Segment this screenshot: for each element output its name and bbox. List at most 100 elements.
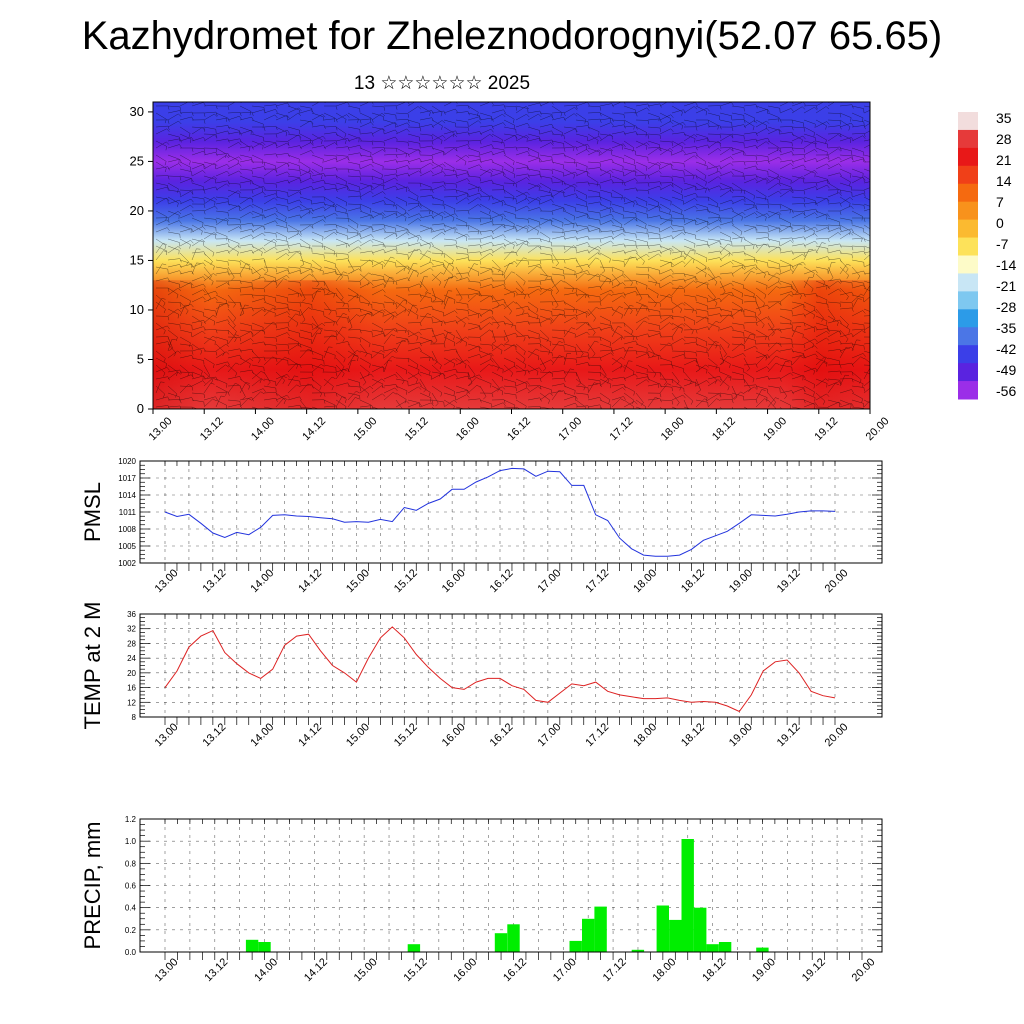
colorbar-label: -49 <box>996 362 1016 378</box>
x-tick-label: 17.00 <box>551 956 579 984</box>
heatmap-x-tick-label: 14.00 <box>249 415 277 443</box>
x-tick-label: 16.12 <box>488 721 516 749</box>
pmsl-line <box>164 467 836 557</box>
x-tick-label: 13.12 <box>200 567 228 595</box>
heatmap-y-tick-label: 5 <box>137 351 144 366</box>
x-tick-label: 19.12 <box>800 956 828 984</box>
heatmap-x-tick-label: 18.00 <box>659 415 687 443</box>
x-tick-label: 19.00 <box>750 956 778 984</box>
heatmap-x-tick-label: 19.12 <box>812 415 840 443</box>
heatmap-x-tick-label: 16.00 <box>454 415 482 443</box>
x-tick-label: 14.00 <box>248 567 276 595</box>
y-tick-label: 0.8 <box>125 859 137 868</box>
heatmap-x-tick-label: 17.00 <box>556 415 584 443</box>
colorbar-label: 7 <box>996 194 1004 210</box>
precip-bar <box>694 907 707 952</box>
colorbar-label: 35 <box>996 110 1012 126</box>
y-tick-label: 20 <box>127 669 136 678</box>
heatmap-y-tick-label: 0 <box>137 401 144 416</box>
precip-bar <box>756 947 769 952</box>
x-tick-label: 13.12 <box>200 721 228 749</box>
colorbar-label: -56 <box>996 383 1016 399</box>
heatmap-y-tick-label: 30 <box>130 104 144 119</box>
y-tick-label: 1.2 <box>125 815 137 824</box>
heatmap-y-tick-label: 10 <box>130 302 144 317</box>
y-tick-label: 16 <box>127 684 136 693</box>
chart-title: Kazhydromet for Zheleznodorognyi(52.07 6… <box>81 14 943 58</box>
chart-subtitle: 13 ☆☆☆☆☆☆ 2025 <box>353 73 531 94</box>
colorbar-swatch <box>958 201 978 221</box>
x-tick-label: 13.00 <box>153 956 181 984</box>
panel-frame <box>139 613 883 718</box>
precip-bar <box>656 905 669 952</box>
x-tick-label: 18.00 <box>631 567 659 595</box>
x-tick-label: 13.00 <box>153 567 181 595</box>
pmsl-panel: 1002 1005 1008 1011 1014 1017 1020 13.00 13.12 14… <box>80 457 883 595</box>
x-tick-label: 15.00 <box>344 567 372 595</box>
heatmap-x-tick-label: 16.12 <box>505 415 533 443</box>
panel-frame <box>139 818 883 953</box>
y-tick-label: 24 <box>127 654 136 663</box>
heatmap-x-tick-label: 18.12 <box>710 415 738 443</box>
x-tick-label: 14.12 <box>296 721 324 749</box>
precip-bar <box>681 839 694 952</box>
colorbar-swatch <box>958 147 978 167</box>
precip-bar <box>258 942 271 952</box>
colorbar-swatch <box>958 219 978 239</box>
wind-barbs <box>155 102 870 409</box>
precip-bar <box>631 949 645 952</box>
x-tick-label: 17.00 <box>535 567 563 595</box>
colorbar-swatch <box>958 255 978 274</box>
x-tick-label: 19.12 <box>775 721 803 749</box>
precip-bar <box>407 944 421 952</box>
colorbar-label: 14 <box>996 173 1012 189</box>
x-tick-label: 15.00 <box>352 956 380 984</box>
x-tick-label: 16.00 <box>451 956 479 984</box>
y-tick-label: 12 <box>127 698 136 707</box>
colorbar-label: 28 <box>996 131 1012 147</box>
precip-ylabel: PRECIP, mm <box>80 822 105 950</box>
temp-line <box>164 626 836 713</box>
y-tick-label: 0.0 <box>125 948 137 957</box>
pmsl-ylabel: PMSL <box>80 482 105 542</box>
colorbar-swatch <box>958 381 978 400</box>
panel-frame <box>139 460 883 564</box>
y-tick-label: 28 <box>127 639 136 648</box>
colorbar-swatch <box>958 129 978 149</box>
colorbar-swatch <box>958 309 978 328</box>
precip-bar <box>507 924 520 952</box>
x-tick-label: 18.12 <box>679 721 707 749</box>
colorbar-swatch <box>958 183 978 203</box>
y-tick-label: 1.0 <box>125 837 137 846</box>
precip-bar <box>594 906 607 952</box>
colorbar-label: -42 <box>996 341 1016 357</box>
colorbar-swatch <box>958 165 978 185</box>
y-tick-label: 1002 <box>118 559 136 568</box>
colorbar-swatch <box>958 237 978 256</box>
x-tick-label: 16.00 <box>440 721 468 749</box>
x-tick-label: 19.12 <box>775 567 803 595</box>
x-tick-label: 14.00 <box>252 956 280 984</box>
x-tick-label: 14.00 <box>248 721 276 749</box>
colorbar-swatch <box>958 363 978 382</box>
heatmap-y-tick-label: 25 <box>130 153 144 168</box>
y-tick-label: 1020 <box>118 457 136 466</box>
precip-bar <box>245 939 259 952</box>
precip-panel: 0.0 0.2 0.4 0.6 0.8 1.0 1.2 13.00 13.12 14.00 14.1… <box>80 815 883 984</box>
precip-bar <box>706 944 719 952</box>
colorbar-swatch <box>958 345 978 364</box>
precip-bar <box>569 940 582 952</box>
colorbar-label: -21 <box>996 278 1016 294</box>
x-tick-label: 14.12 <box>302 956 330 984</box>
heatmap-x-tick-label: 15.12 <box>403 415 431 443</box>
x-tick-label: 18.12 <box>700 956 728 984</box>
x-tick-label: 14.12 <box>296 567 324 595</box>
colorbar-label: 0 <box>996 215 1004 231</box>
x-tick-label: 17.12 <box>583 721 611 749</box>
x-tick-label: 15.12 <box>402 956 430 984</box>
y-tick-label: 1017 <box>118 474 136 483</box>
colorbar-swatch <box>958 291 978 310</box>
colorbar-swatch <box>958 273 978 292</box>
y-tick-label: 36 <box>127 610 136 619</box>
x-tick-label: 15.00 <box>344 721 372 749</box>
